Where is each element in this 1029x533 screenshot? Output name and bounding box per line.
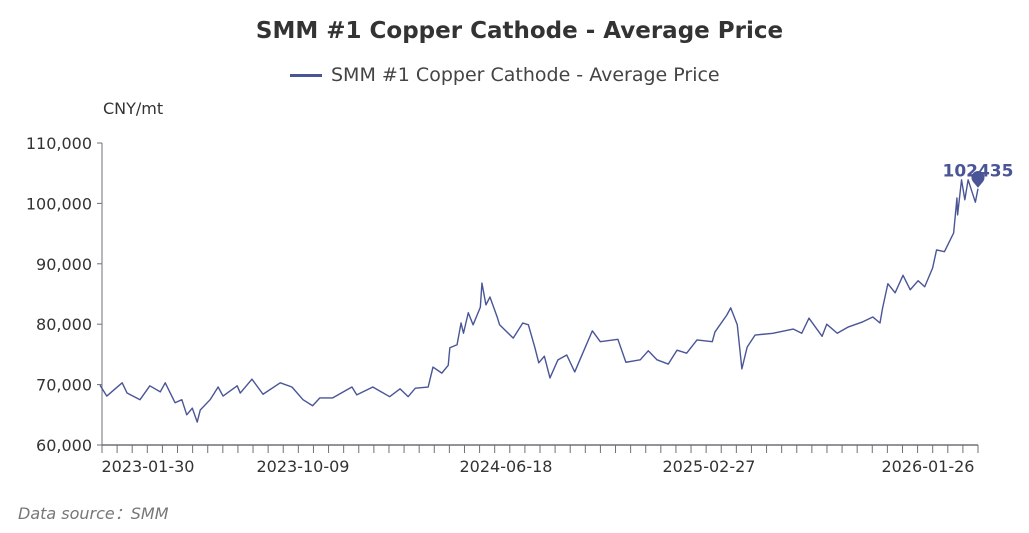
- price-line: [99, 179, 979, 423]
- y-tick-label: 60,000: [36, 436, 92, 455]
- y-axis-unit-label: CNY/mt: [103, 99, 164, 118]
- last-value-label: 102435: [942, 162, 1013, 182]
- data-source-note: Data source：SMM: [18, 504, 169, 523]
- legend-label: SMM #1 Copper Cathode - Average Price: [331, 64, 720, 86]
- x-tick-label: 2023-01-30: [102, 457, 195, 476]
- x-tick-label: 2023-10-09: [257, 457, 350, 476]
- legend-item[interactable]: SMM #1 Copper Cathode - Average Price: [290, 64, 720, 86]
- y-tick-label: 100,000: [26, 194, 92, 213]
- y-tick-label: 70,000: [36, 376, 92, 395]
- legend-line-swatch: [290, 73, 322, 77]
- x-tick-label: 2024-06-18: [460, 457, 553, 476]
- chart-title: SMM #1 Copper Cathode - Average Price: [255, 18, 784, 44]
- y-tick-label: 90,000: [36, 255, 92, 274]
- x-tick-label: 2025-02-27: [663, 457, 756, 476]
- y-tick-label: 80,000: [36, 315, 92, 334]
- x-tick-label: 2026-01-26: [882, 457, 975, 476]
- y-tick-label: 110,000: [26, 134, 92, 153]
- last-value-pin-marker: [971, 171, 985, 188]
